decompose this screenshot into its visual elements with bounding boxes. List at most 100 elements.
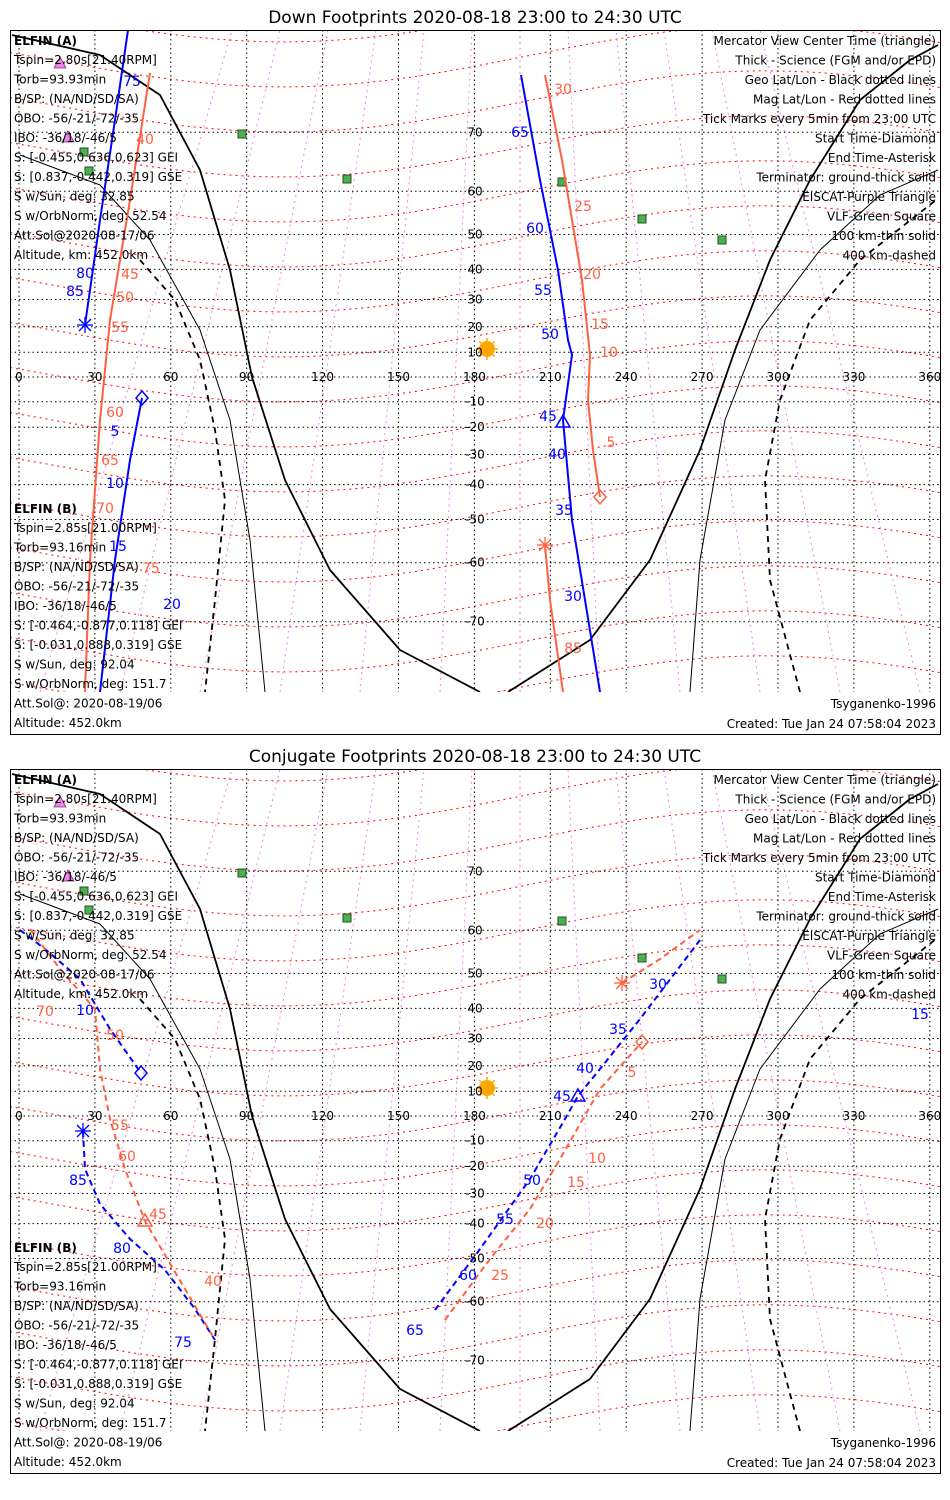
lon-tick-label: 120 xyxy=(311,370,334,384)
track-tick-label: 35 xyxy=(555,503,573,519)
elfin-a-info-line: Att.Sol@2020-08-17/06 xyxy=(14,968,155,982)
down-footprints-panel: Down Footprints 2020-08-18 23:00 to 24:3… xyxy=(10,8,941,735)
lat-tick-label: -10 xyxy=(465,1134,485,1148)
terminator-100km-line xyxy=(689,169,939,692)
elfin-b-heading: ELFIN (B) xyxy=(14,502,77,516)
lat-tick-label: -40 xyxy=(465,478,485,492)
legend-line: EISCAT-Purple Triangle xyxy=(802,190,936,204)
terminator-ground-line xyxy=(11,34,481,692)
elfin-a-heading: ELFIN (A) xyxy=(14,34,77,48)
lon-tick-label: 90 xyxy=(239,370,254,384)
eiscat-triangle-icon xyxy=(53,56,67,69)
mag-lon-line xyxy=(439,31,473,692)
sun-ray xyxy=(492,354,496,358)
elfin-b-info-line: S: [-0.031,0.888,0.319] GSE xyxy=(14,1377,182,1391)
lat-tick-label: 70 xyxy=(467,864,482,878)
elfin-b-info-line: Tspin=2.85s[21.00RPM] xyxy=(13,1260,157,1274)
legend-line: Geo Lat/Lon - Black dotted lines xyxy=(745,812,936,826)
track-tick-label: 50 xyxy=(523,1173,541,1189)
track-tick-label: 35 xyxy=(609,1022,627,1038)
mag-lat-line xyxy=(11,1124,940,1187)
track-tick-label: 65 xyxy=(511,125,529,141)
mag-lat-line xyxy=(11,70,940,133)
track-tick-label: 75 xyxy=(142,561,160,577)
mag-lat-line xyxy=(11,809,940,872)
elfin-a-info-line: Att.Sol@2020-08-17/06 xyxy=(14,229,155,243)
track-tick-label: 80 xyxy=(113,1241,131,1257)
elfin-b-info-line: Altitude: 452.0km xyxy=(14,1455,122,1469)
track-tick-label: 10 xyxy=(588,1151,606,1167)
elfin-b-footprint-track xyxy=(544,74,601,498)
track-tick-label: 15 xyxy=(109,539,127,555)
lat-tick-label: -20 xyxy=(465,420,485,434)
vlf-station-square-icon xyxy=(342,174,352,184)
legend-line: VLF-Green Square xyxy=(827,949,936,963)
elfin-a-info-line: S w/OrbNorm, deg: 52.54 xyxy=(14,948,166,962)
vlf-station-square-icon xyxy=(79,886,89,896)
track-tick-label: 60 xyxy=(118,1149,136,1165)
legend-line: 100 km-thin solid xyxy=(831,229,936,243)
mag-lat-line xyxy=(11,340,940,403)
lon-tick-label: 240 xyxy=(615,370,638,384)
mag-lat-line xyxy=(11,205,940,268)
elfin-a-info-line: IBO: -36/18/-46/5 xyxy=(14,870,117,884)
mag-lat-line xyxy=(11,989,940,1052)
track-tick-label: 10 xyxy=(76,1003,94,1019)
vlf-station-square-icon xyxy=(637,953,647,963)
legend-line: 400 km-dashed xyxy=(842,988,936,1002)
lat-tick-label: 40 xyxy=(467,1001,482,1015)
track-tick-label: 85 xyxy=(69,1173,87,1189)
legend-line: Thick - Science (FGM and/or EPD) xyxy=(734,793,936,807)
lon-tick-label: 60 xyxy=(163,370,178,384)
mag-lat-line xyxy=(11,899,940,962)
elfin-a-info-line: S: [-0.455,0.636,0.623] GEI xyxy=(14,890,178,904)
elfin-a-info-line: B/SP: (NA/ND/SD/SA) xyxy=(14,831,139,845)
legend-line: Tick Marks every 5min from 23:00 UTC xyxy=(702,851,936,865)
vlf-station-square-icon xyxy=(717,235,727,245)
elfin-b-info-line: IBO: -36/18/-46/5 xyxy=(14,1338,117,1352)
lon-tick-label: 90 xyxy=(239,1109,254,1123)
end-time-asterisk-icon xyxy=(77,317,93,333)
legend-line: End Time-Asterisk xyxy=(828,151,936,165)
sun-ray xyxy=(492,340,496,344)
terminator-100km-line xyxy=(19,893,266,1431)
mag-lat-line xyxy=(11,31,940,88)
panel-frame xyxy=(10,769,941,1474)
asterisk-stroke xyxy=(78,318,92,332)
eiscat-triangle-icon xyxy=(61,130,75,143)
track-tick-label: 55 xyxy=(534,283,552,299)
panel-frame xyxy=(10,30,941,735)
legend-line: Terminator: ground-thick solid xyxy=(755,910,936,924)
elfin-a-footprint-track xyxy=(434,939,701,1311)
track-tick-label: 15 xyxy=(911,1007,929,1023)
elfin-b-footprint-track xyxy=(84,72,151,692)
track-tick-label: 30 xyxy=(649,977,667,993)
lat-tick-label: 30 xyxy=(467,293,482,307)
track-tick-label: 45 xyxy=(539,409,557,425)
track-tick-label: 55 xyxy=(111,320,129,336)
track-tick-label: 20 xyxy=(583,267,601,283)
lat-tick-label: -70 xyxy=(465,1354,485,1368)
mag-lat-line xyxy=(143,770,422,782)
end-time-asterisk-icon xyxy=(614,975,630,991)
lat-tick-label: 50 xyxy=(467,227,482,241)
elfin-b-info-line: Att.Sol@: 2020-08-19/06 xyxy=(14,697,162,711)
mag-lon-line xyxy=(39,31,233,692)
elfin-a-info-line: B/SP: (NA/ND/SD/SA) xyxy=(14,92,139,106)
elfin-a-info-line: OBO: -56/-21/-72/-35 xyxy=(14,112,139,126)
track-tick-label: 5 xyxy=(607,435,616,451)
elfin-a-info-line: Altitude, km: 452.0km xyxy=(14,987,148,1001)
track-tick-label: 30 xyxy=(554,82,572,98)
elfin-b-info-line: S w/OrbNorm, deg: 151.7 xyxy=(14,677,166,691)
sun-ray xyxy=(478,1079,482,1083)
elfin-a-footprint-track xyxy=(520,74,601,692)
lat-tick-label: -60 xyxy=(465,1295,485,1309)
lon-tick-label: 240 xyxy=(615,1109,638,1123)
track-tick-label: 25 xyxy=(491,1268,509,1284)
lon-tick-label: 30 xyxy=(87,1109,102,1123)
lon-tick-label: 210 xyxy=(539,1109,562,1123)
legend-line: VLF-Green Square xyxy=(827,210,936,224)
lat-tick-label: -30 xyxy=(465,1186,485,1200)
elfin-b-info-line: S w/Sun, deg: 92.04 xyxy=(14,1397,135,1411)
elfin-b-info-line: OBO: -56/-21/-72/-35 xyxy=(14,580,139,594)
